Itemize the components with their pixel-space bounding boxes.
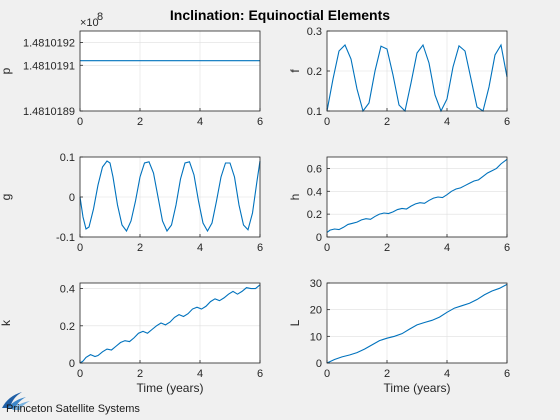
x-tick-label-f-3: 6 bbox=[504, 116, 510, 128]
y-tick-label-L-1: 10 bbox=[310, 331, 322, 343]
x-tick-label-k-2: 4 bbox=[197, 368, 203, 380]
x-tick-label-g-2: 4 bbox=[197, 242, 203, 254]
x-tick-label-h-2: 4 bbox=[444, 242, 450, 254]
y-tick-label-L-2: 20 bbox=[310, 305, 322, 317]
x-tick-label-k-3: 6 bbox=[257, 368, 263, 380]
x-tick-label-h-0: 0 bbox=[324, 242, 330, 254]
y-axis-label-p: p bbox=[0, 67, 13, 74]
y-axis-label-g: g bbox=[0, 194, 13, 201]
plot-area-L bbox=[327, 283, 507, 363]
series-line-h bbox=[326, 158, 508, 233]
logo-text: Princeton Satellite Systems bbox=[6, 403, 140, 415]
y-tick-label-f-2: 0.3 bbox=[307, 26, 322, 38]
x-tick-label-f-1: 2 bbox=[384, 116, 390, 128]
x-tick-label-p-2: 4 bbox=[197, 116, 203, 128]
x-tick-label-h-3: 6 bbox=[504, 242, 510, 254]
series-line-k bbox=[79, 284, 261, 364]
subplot-k: 0 2 4 6 0 0.2 0.4 k Time (years) bbox=[0, 282, 263, 395]
pss-logo-mark bbox=[2, 392, 30, 410]
subplots: 0 2 4 6 1.4810189 1.4810191 1.4810192 p ×108 0 2 4 6… bbox=[0, 11, 510, 395]
y-axis-label-k: k bbox=[0, 319, 13, 326]
plot-area-p bbox=[80, 31, 260, 111]
axes-frame-p bbox=[79, 30, 261, 112]
y-tick-label-h-3: 0.6 bbox=[307, 163, 322, 175]
y-tick-label-g-2: 0.1 bbox=[60, 152, 75, 164]
y-tick-label-h-2: 0.4 bbox=[307, 186, 322, 198]
subplot-f: 0 2 4 6 0.1 0.2 0.3 f bbox=[288, 26, 510, 128]
x-tick-label-L-1: 2 bbox=[384, 368, 390, 380]
x-tick-label-p-3: 6 bbox=[257, 116, 263, 128]
plot-area-h bbox=[327, 157, 507, 237]
plot-area-k bbox=[80, 283, 260, 363]
x-tick-label-f-0: 0 bbox=[324, 116, 330, 128]
y-tick-label-k-0: 0 bbox=[69, 358, 75, 370]
y-tick-label-h-1: 0.2 bbox=[307, 209, 322, 221]
figure-title: Inclination: Equinoctial Elements bbox=[170, 7, 390, 23]
y-tick-label-f-1: 0.2 bbox=[307, 66, 322, 78]
x-tick-label-g-0: 0 bbox=[77, 242, 83, 254]
y-tick-label-L-3: 30 bbox=[310, 278, 322, 290]
x-tick-label-g-3: 6 bbox=[257, 242, 263, 254]
y-tick-label-h-0: 0 bbox=[316, 232, 322, 244]
axes-frame-k bbox=[79, 282, 261, 364]
x-tick-label-L-3: 6 bbox=[504, 368, 510, 380]
x-tick-label-g-1: 2 bbox=[137, 242, 143, 254]
x-tick-label-k-0: 0 bbox=[77, 368, 83, 380]
y-tick-label-k-2: 0.4 bbox=[60, 284, 75, 296]
y-tick-label-g-0: -0.1 bbox=[56, 232, 75, 244]
y-tick-label-p-0: 1.4810189 bbox=[23, 106, 75, 118]
y-axis-label-L: L bbox=[288, 319, 302, 326]
subplot-g: 0 2 4 6-0.100.1g bbox=[0, 152, 263, 254]
y-axis-label-h: h bbox=[288, 194, 302, 201]
subplot-h: 0 2 4 6 0 0.2 0.4 0.6 h bbox=[288, 156, 510, 254]
y-exponent-power-p: 8 bbox=[97, 11, 103, 23]
y-tick-label-k-1: 0.2 bbox=[60, 321, 75, 333]
y-tick-label-L-0: 0 bbox=[316, 358, 322, 370]
series-line-g bbox=[79, 160, 261, 233]
y-tick-label-p-1: 1.4810191 bbox=[23, 60, 75, 72]
pss-logo: Princeton Satellite Systems bbox=[2, 392, 140, 415]
x-tick-label-p-1: 2 bbox=[137, 116, 143, 128]
y-exponent-label-p: ×10 bbox=[80, 17, 99, 29]
axes-frame-L bbox=[326, 282, 508, 364]
x-tick-label-f-2: 4 bbox=[444, 116, 450, 128]
x-tick-label-h-1: 2 bbox=[384, 242, 390, 254]
x-tick-label-L-0: 0 bbox=[324, 368, 330, 380]
y-tick-label-p-2: 1.4810192 bbox=[23, 37, 75, 49]
x-axis-label-k: Time (years) bbox=[137, 381, 204, 395]
axes-frame-h bbox=[326, 156, 508, 238]
y-tick-label-g-1: 0 bbox=[69, 192, 75, 204]
subplot-p: 0 2 4 6 1.4810189 1.4810191 1.4810192 p ×108 bbox=[0, 11, 263, 128]
series-line-f bbox=[326, 43, 508, 113]
x-tick-label-p-0: 0 bbox=[77, 116, 83, 128]
y-axis-label-f: f bbox=[288, 69, 302, 73]
x-tick-label-k-1: 2 bbox=[137, 368, 143, 380]
x-axis-label-L: Time (years) bbox=[384, 381, 451, 395]
series-line-L bbox=[326, 283, 508, 364]
subplot-L: 0 2 4 6 0 10 20 30 L Time (years) bbox=[288, 278, 510, 395]
y-tick-label-f-0: 0.1 bbox=[307, 106, 322, 118]
x-tick-label-L-2: 4 bbox=[444, 368, 450, 380]
